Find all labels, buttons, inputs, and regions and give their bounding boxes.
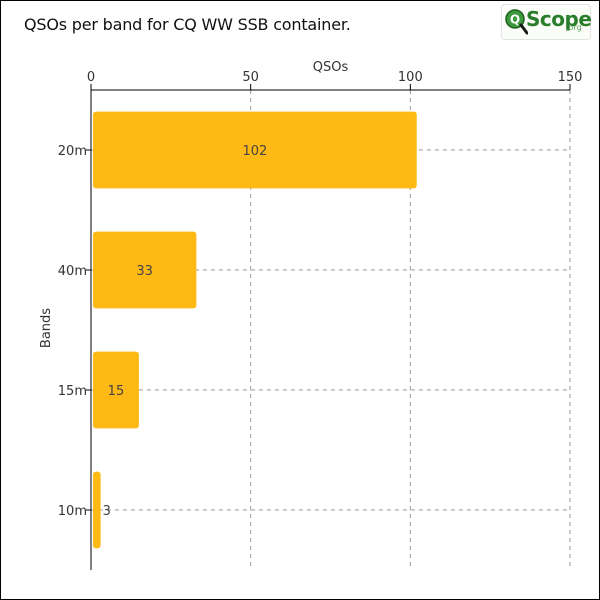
x-axis-label: QSOs xyxy=(313,60,349,75)
logo-wordmark: Scope xyxy=(526,7,592,31)
bar-20m xyxy=(93,111,417,189)
value-label-40m: 33 xyxy=(136,264,153,279)
bar-10m xyxy=(93,471,101,549)
bar-layer: 102 33 15 3 xyxy=(93,111,417,549)
x-tick-label: 0 xyxy=(87,70,95,85)
qscope-logo: Q Scope .org xyxy=(501,4,592,40)
logo-letter: Q xyxy=(510,13,520,27)
bar-40m xyxy=(93,231,197,309)
bar-15m xyxy=(93,351,139,429)
y-tick-label-15m: 15m xyxy=(58,384,87,399)
magnifier-icon: Q xyxy=(505,9,528,35)
chart-title: QSOs per band for CQ WW SSB container. xyxy=(24,15,351,34)
y-tick-label-40m: 40m xyxy=(58,264,87,279)
x-tick-label: 150 xyxy=(558,70,583,85)
y-tick-label-10m: 10m xyxy=(58,504,87,519)
y-tick-label-20m: 20m xyxy=(58,144,87,159)
x-tick-label: 50 xyxy=(242,70,259,85)
x-tick-label: 100 xyxy=(398,70,423,85)
value-label-10m: 3 xyxy=(103,504,111,519)
y-axis-label: Bands xyxy=(39,308,54,348)
value-label-15m: 15 xyxy=(108,384,125,399)
value-label-20m: 102 xyxy=(242,144,267,159)
logo-suffix: .org xyxy=(566,23,582,32)
axis-layer: 0 50 100 150 20m 40m 15m 10m xyxy=(58,70,583,570)
